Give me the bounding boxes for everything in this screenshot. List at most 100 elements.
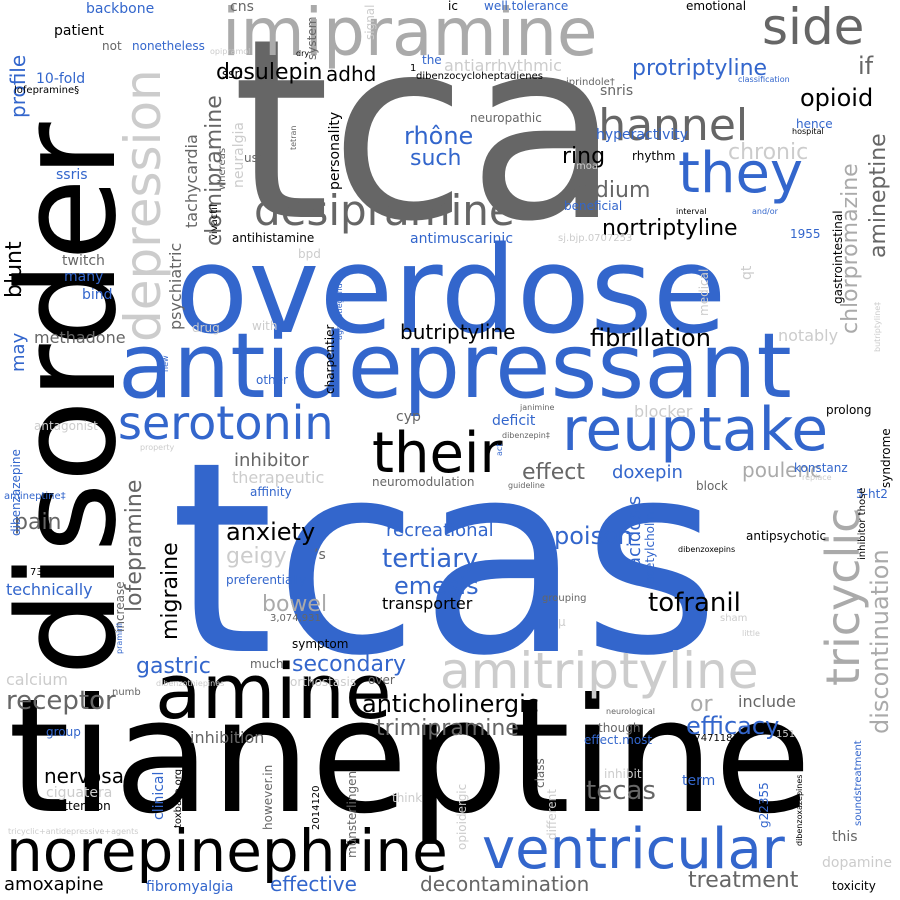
word-inhibitor-those: inhibitor those [857, 487, 868, 560]
word-treatment: treatment [688, 868, 799, 893]
word-ssri: ssri [222, 67, 243, 81]
word-different: different [545, 789, 559, 840]
word-not: not [102, 39, 122, 53]
word-cyp: cyp [396, 409, 421, 425]
word-tofranil: tofranil [648, 588, 741, 618]
word-include: include [738, 692, 796, 711]
word-this: this [832, 829, 858, 845]
word-their: their [372, 421, 503, 486]
word-use: use [244, 151, 266, 165]
word-receptor: receptor [6, 686, 116, 716]
word-drug: drug [192, 321, 220, 335]
word-gastric: gastric [136, 654, 211, 679]
word-inhibitor: inhibitor [234, 450, 309, 471]
word-butriptyline-dag: butriptyline‡ [873, 301, 882, 352]
word-attention: attention [56, 799, 111, 813]
word-rhone: rhône [404, 122, 474, 150]
word-amoxapine: amoxapine [4, 874, 104, 895]
word-acetylcholine: acetylcholine [643, 504, 657, 584]
word-effective: effective [270, 872, 357, 896]
word-amine: amine [155, 647, 392, 736]
word-dibenzothiepines: dibenzothiepines [156, 679, 225, 688]
word-dibenzoxazepines: dibenzoxazepines [795, 774, 804, 846]
word-replace: replace [802, 473, 832, 482]
word-secondary: secondary [292, 652, 407, 677]
word-group: group [46, 725, 81, 739]
word-dibenzocycloheptadienes: dibenzocycloheptadienes [416, 71, 544, 82]
word-hyperactivity: hyperactivity [596, 127, 689, 143]
word-tca: tca [232, 0, 621, 276]
word-term: term [682, 773, 716, 789]
word-beneficial: beneficial [564, 199, 623, 213]
word-deficit: deficit [492, 413, 536, 429]
word-such: such [410, 146, 462, 171]
word-bowel: bowel [262, 592, 328, 617]
word-17471183: 17471183 [688, 733, 739, 744]
word-guideline: guideline [508, 481, 545, 490]
word-soundstreatment: soundstreatment [853, 740, 864, 826]
word-preferentially: preferentially [226, 573, 307, 587]
word-desipramine: desipramine [254, 186, 515, 235]
word-classification: classification [738, 75, 790, 84]
word-or: or [690, 692, 713, 717]
word-toxbase: toxbase.org [173, 768, 184, 828]
word-antiarrhythmic: antiarrhythmic [444, 56, 562, 75]
word-many: many [64, 269, 104, 285]
word-much: much [250, 657, 284, 671]
word-effect-most: effect.most [584, 733, 653, 747]
word-gastrointestinal: gastrointestinal [831, 210, 845, 304]
word-janimine: janimine [520, 403, 555, 412]
word-antihistamine: antihistamine [232, 231, 315, 245]
word-well-tolerance: well.tolerance [484, 0, 569, 13]
word-qt: qt [739, 265, 755, 280]
word-ten-fold: 10-fold [36, 71, 86, 87]
word-neuropathic: neuropathic [470, 111, 542, 125]
word-medical: medical [697, 268, 711, 316]
word-pramiril: pramiril [115, 622, 124, 654]
word-anxiety: anxiety [226, 518, 316, 546]
word-patient: patient [54, 23, 104, 39]
word-backbone: backbone [86, 1, 155, 17]
word-one: 1 [410, 63, 417, 74]
word-ring: ring [562, 144, 606, 169]
word-5-ht2: 5-ht2 [856, 487, 888, 501]
word-opipramol: opipramol [210, 47, 251, 56]
word-737-48: 737–48 [30, 567, 67, 578]
word-syndrome: syndrome [879, 428, 893, 488]
word-numb: numb [112, 687, 141, 698]
word-over: over [368, 673, 395, 687]
word-property: property [140, 443, 175, 452]
word-moa: moa [576, 161, 598, 172]
word-emotional: emotional [686, 0, 747, 13]
word-fibromyalgia: fibromyalgia [146, 879, 234, 895]
word-new: new [161, 355, 170, 372]
word-psychiatric: psychiatric [166, 242, 185, 330]
word-acidosis: acidosis [624, 495, 645, 568]
word-opioid: opioid [800, 84, 874, 112]
word-serotonin: serotonin [118, 396, 334, 450]
word-1955: 1955 [790, 227, 821, 241]
word-calcium: calcium [6, 670, 69, 689]
word-depression: depression [114, 69, 172, 342]
word-clinical: clinical [151, 771, 167, 820]
word-inhibit: inhibit [604, 767, 642, 781]
word-technically: technically [6, 580, 93, 599]
word-interval: interval [676, 207, 707, 216]
word-apostrophe-s: ’s [314, 547, 326, 563]
word-dosulepin: dosulepin [216, 60, 323, 85]
word-ciguatera: ciguatera [46, 785, 113, 801]
word-iprindole: iprindole† [566, 77, 615, 88]
word-g22355: g22355 [757, 782, 771, 828]
word-symptom: symptom [292, 637, 349, 651]
word-tecas: tecas [586, 776, 656, 806]
word-tertiary: tertiary [382, 544, 479, 574]
word-fibrillation: fibrillation [590, 324, 711, 352]
word-protriptyline: protriptyline [632, 56, 768, 81]
word-agonistlegend: agonistlegend [335, 283, 344, 340]
word-butriptyline: butriptyline [400, 320, 516, 344]
word-tcas: tcas [170, 406, 721, 714]
word-lofepramine-s: lofepramine§ [14, 85, 80, 96]
word-they: they [678, 141, 804, 206]
word-orthostasis: orthostasis [290, 675, 357, 689]
